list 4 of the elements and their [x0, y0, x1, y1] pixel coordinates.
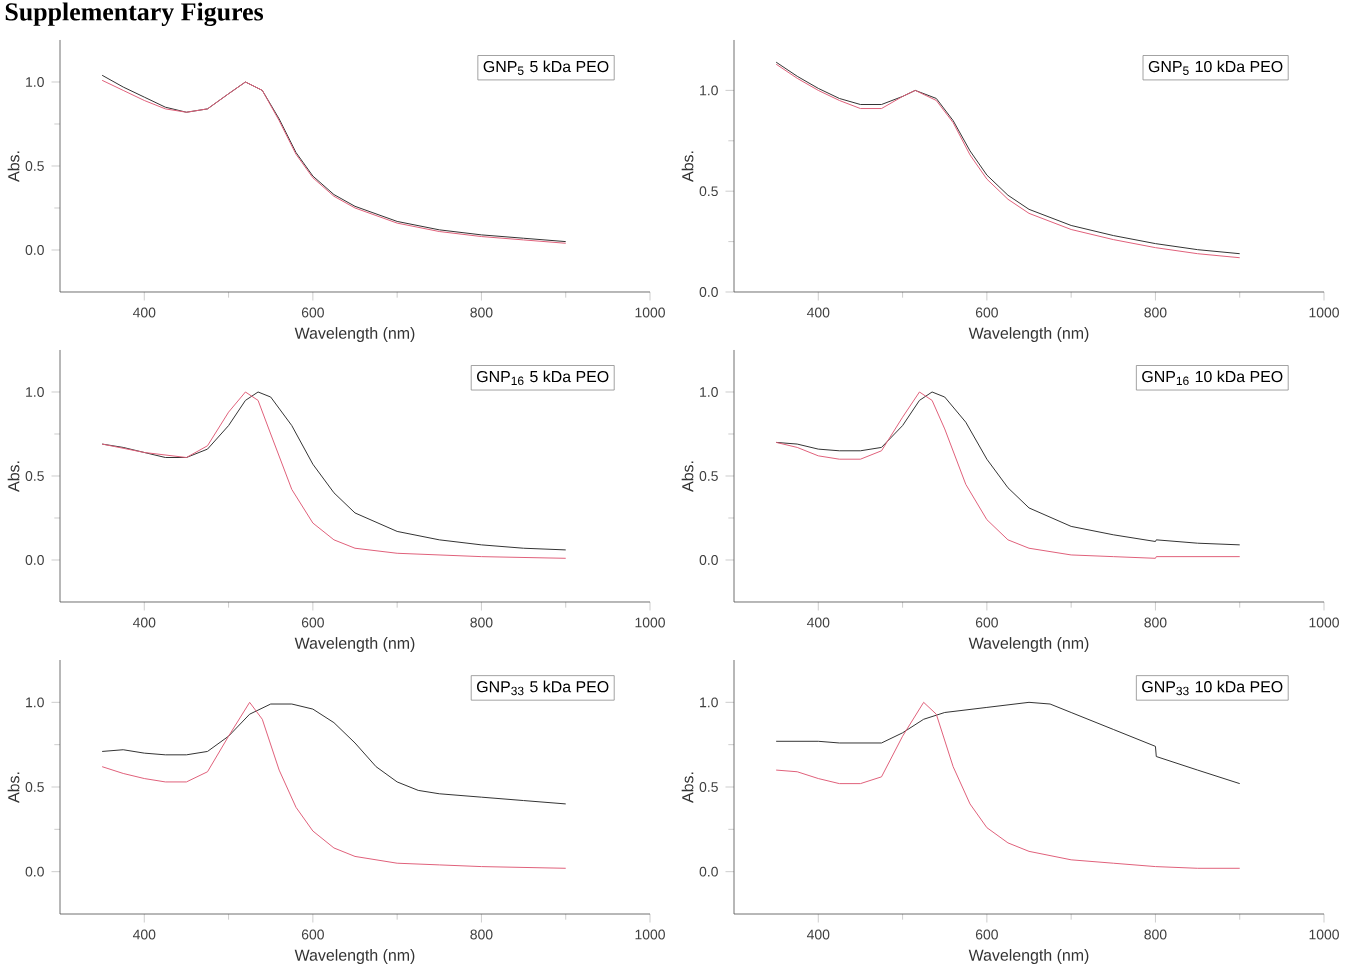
line-series	[101, 701, 567, 869]
text: Supplementary Figures	[5, 2, 264, 27]
line-series	[775, 701, 1241, 869]
line-series	[101, 703, 567, 805]
